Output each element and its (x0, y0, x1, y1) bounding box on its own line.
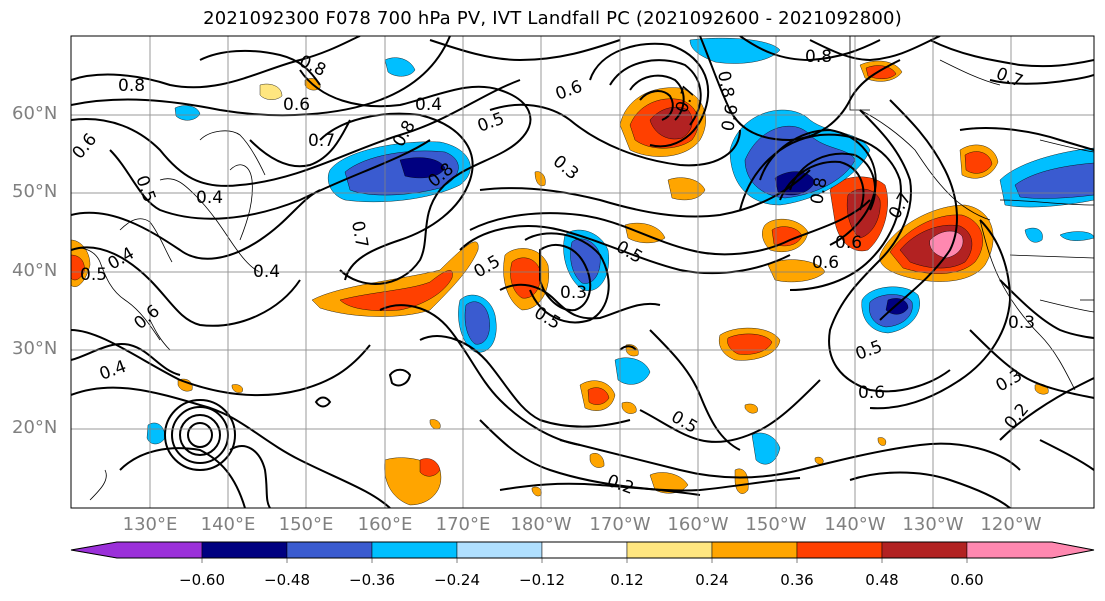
colorbar (70, 541, 1095, 563)
colorbar-segment (711, 541, 798, 559)
colorbar-segment (626, 541, 713, 559)
lat-label: 20°N (12, 417, 58, 438)
map-title: 2021092300 F078 700 hPa PV, IVT Landfall… (203, 8, 902, 29)
lon-label: 150°E (278, 514, 334, 535)
lat-label: 40°N (12, 260, 58, 281)
contour-label: 0.3 (560, 283, 587, 303)
colorbar-segment (541, 541, 628, 559)
graticule (71, 36, 1094, 508)
lon-label: 150°W (745, 514, 807, 535)
contour-label: 0.6 (812, 253, 839, 273)
colorbar-tick-label: −0.60 (179, 571, 225, 589)
contour-label: 0.4 (196, 188, 223, 208)
colorbar-segment (201, 541, 288, 559)
contour-label: 0.3 (1008, 313, 1035, 333)
colorbar-segment (70, 541, 203, 559)
contour-label: 0.6 (283, 95, 310, 115)
lon-label: 170°E (435, 514, 491, 535)
lon-label: 120°W (980, 514, 1042, 535)
contour-label: 0.6 (835, 233, 862, 253)
lat-label: 60°N (12, 103, 58, 124)
contour-label: 0.6 (858, 383, 885, 403)
colorbar-tick-label: 0.48 (865, 571, 899, 589)
coastlines (71, 36, 1094, 501)
plot-frame (70, 35, 1095, 509)
lon-label: 130°W (902, 514, 964, 535)
contour-label: 0.8 (118, 76, 145, 96)
colorbar-tick-label: 0.12 (610, 571, 644, 589)
lon-label: 140°E (200, 514, 256, 535)
colorbar-segment (286, 541, 373, 559)
colorbar-tick-label: 0.60 (950, 571, 984, 589)
colorbar-segment (881, 541, 968, 559)
colorbar-segment (966, 541, 1095, 559)
lon-label: 160°W (667, 514, 729, 535)
contour-label: 0.6 (718, 103, 742, 133)
colorbar-segment (371, 541, 458, 559)
pc-shading (71, 37, 1094, 506)
contour-label: 0.8 (807, 176, 831, 206)
contour-label: 0.7 (308, 131, 335, 151)
pv-contours (71, 36, 1094, 508)
colorbar-tick-label: −0.36 (349, 571, 395, 589)
contour-label: 0.8 (713, 69, 737, 99)
colorbar-segment (796, 541, 883, 559)
colorbar-tick-label: −0.12 (519, 571, 565, 589)
contour-label: 0.4 (253, 262, 280, 282)
colorbar-segment (456, 541, 543, 559)
contour-label: 0.4 (415, 95, 442, 115)
lon-label: 140°W (824, 514, 886, 535)
colorbar-tick-label: −0.48 (264, 571, 310, 589)
lon-label: 170°W (589, 514, 651, 535)
colorbar-tick-label: −0.24 (434, 571, 480, 589)
colorbar-tick-label: 0.24 (695, 571, 729, 589)
lon-label: 160°E (357, 514, 413, 535)
contour-label: 0.7 (347, 219, 371, 249)
colorbar-tick-label: 0.36 (780, 571, 814, 589)
lon-label: 130°E (122, 514, 178, 535)
contour-label: 0.8 (805, 47, 832, 67)
lat-label: 30°N (12, 338, 58, 359)
lon-label: 180°W (510, 514, 572, 535)
lat-label: 50°N (12, 181, 58, 202)
contour-label: 0.5 (80, 265, 107, 285)
